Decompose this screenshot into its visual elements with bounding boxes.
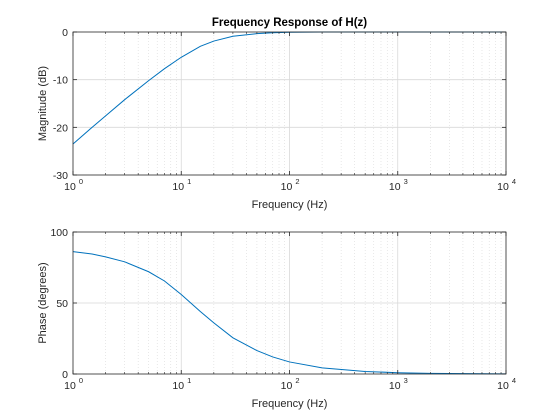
chart-1-x-tick-label-exponent: 4 <box>512 177 516 186</box>
chart-2-y-axis-label: Phase (degrees) <box>37 262 49 343</box>
chart-1-y-tick-label: 0 <box>62 27 68 39</box>
chart-1-y-tick-label: -30 <box>53 170 68 182</box>
chart-2-series-line-1 <box>72 251 507 375</box>
chart-1-x-tick-label-exponent: 3 <box>404 177 408 186</box>
chart-2-x-tick-label: 10 <box>281 380 293 392</box>
chart-1-title: Frequency Response of H(z) <box>212 17 367 29</box>
chart-2-x-tick-label-exponent: 4 <box>512 376 516 385</box>
chart-2-x-tick-label-exponent: 0 <box>79 376 83 385</box>
chart-1-x-axis-label: Frequency (Hz) <box>252 199 328 211</box>
chart-1-x-tick-label-exponent: 0 <box>79 177 83 186</box>
chart-2-x-tick-label: 10 <box>389 380 401 392</box>
chart-1-y-axis-label: Magnitude (dB) <box>37 66 49 141</box>
chart-1-x-tick-label-exponent: 2 <box>295 177 299 186</box>
chart-1-x-tick-label-exponent: 1 <box>187 177 191 186</box>
chart-2-y-tick-label: 50 <box>56 298 68 310</box>
chart-2-x-axis-label: Frequency (Hz) <box>252 398 328 410</box>
chart-2-x-tick-label-exponent: 2 <box>295 376 299 385</box>
chart-1-x-tick-label: 10 <box>389 181 401 193</box>
chart-2-x-tick-label: 10 <box>497 380 509 392</box>
chart-2-x-tick-label-exponent: 3 <box>404 376 408 385</box>
chart-2-x-tick-label: 10 <box>64 380 76 392</box>
chart-1-y-tick-label: -20 <box>53 122 68 134</box>
chart-2-y-tick-label: 0 <box>62 369 68 381</box>
chart-2-x-tick-label-exponent: 1 <box>187 376 191 385</box>
chart-1-x-tick-label: 10 <box>64 181 76 193</box>
chart-1-y-tick-label: -10 <box>53 75 68 87</box>
chart-1-x-tick-label: 10 <box>497 181 509 193</box>
chart-1-x-tick-label: 10 <box>172 181 184 193</box>
chart-2-y-tick-label: 100 <box>50 227 68 239</box>
chart-1-x-tick-label: 10 <box>281 181 293 193</box>
chart-2-x-tick-label: 10 <box>172 380 184 392</box>
